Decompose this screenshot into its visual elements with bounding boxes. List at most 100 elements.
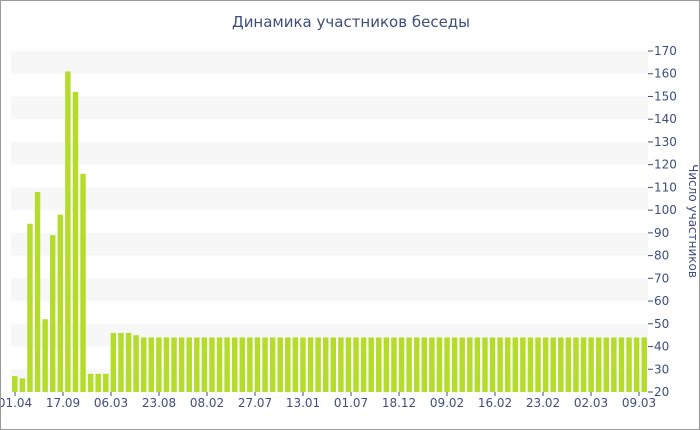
x-tick-label: 16.02: [478, 396, 512, 410]
bar: [27, 223, 33, 392]
grid-band: [11, 96, 648, 120]
y-tick-label: 120: [654, 158, 677, 172]
grid-band: [11, 232, 648, 256]
bar: [618, 337, 625, 392]
bar: [467, 337, 473, 392]
bar: [216, 337, 223, 392]
bar: [330, 337, 337, 392]
bar: [573, 337, 579, 392]
grid-bands: [11, 51, 648, 392]
bar: [163, 337, 170, 392]
y-axis: 20 30 40 50 60 70 80 90 100 110 120 130 140 150 160 170: [648, 44, 677, 399]
grid-band: [11, 278, 648, 302]
bar: [110, 332, 117, 392]
bar: [285, 337, 291, 392]
x-tick-label: 01.04: [1, 396, 32, 410]
bar: [247, 337, 253, 392]
y-tick-label: 160: [654, 67, 677, 81]
bar: [436, 337, 443, 392]
bar: [224, 337, 230, 392]
bar: [95, 373, 101, 392]
bar: [497, 337, 503, 392]
bar: [171, 337, 177, 392]
y-tick-label: 70: [654, 271, 669, 285]
grid-band: [11, 141, 648, 165]
y-tick-label: 30: [654, 362, 669, 376]
bar: [527, 337, 534, 392]
bar: [398, 337, 405, 392]
bar: [421, 337, 428, 392]
bar: [209, 337, 215, 392]
bar: [140, 337, 147, 392]
x-tick-label: 17.09: [46, 396, 80, 410]
bar: [72, 91, 79, 393]
bar-series: [12, 71, 647, 393]
bar: [148, 337, 155, 392]
bar: [626, 337, 632, 392]
bar: [307, 337, 314, 392]
bar: [80, 173, 86, 392]
bar: [262, 337, 268, 392]
bar: [300, 337, 306, 392]
bar: [520, 337, 526, 392]
bar: [125, 332, 132, 392]
grid-band: [11, 323, 648, 347]
y-tick-label: 50: [654, 317, 669, 331]
grid-band: [11, 187, 648, 211]
y-tick-label: 40: [654, 340, 669, 354]
bar: [57, 214, 64, 392]
bar: [201, 337, 208, 392]
x-tick-label: 13.01: [286, 396, 320, 410]
bar: [65, 71, 71, 393]
x-axis: 01.04 17.09 06.03 23.08 08.02 27.07 13.01 01.07…: [1, 392, 656, 410]
bar: [474, 337, 481, 392]
bar: [277, 337, 283, 392]
y-tick-label: 60: [654, 294, 669, 308]
bar: [186, 337, 192, 392]
bar: [459, 337, 465, 392]
bar: [376, 337, 382, 392]
bar: [315, 337, 321, 392]
x-tick-label: 09.02: [430, 396, 464, 410]
bar: [406, 337, 412, 392]
bar: [444, 337, 450, 392]
bar: [558, 337, 564, 392]
bar: [133, 335, 139, 392]
y-tick-label: 130: [654, 135, 677, 149]
x-tick-label: 01.07: [334, 396, 368, 410]
grid-band: [11, 369, 648, 392]
bar: [12, 376, 18, 392]
bar: [603, 337, 610, 392]
x-tick-label: 27.07: [238, 396, 272, 410]
bar: [338, 337, 344, 392]
bar: [269, 337, 276, 392]
chart-title: Динамика участников беседы: [231, 13, 471, 31]
bar: [565, 337, 572, 392]
bar: [34, 191, 41, 392]
bar: [49, 235, 56, 392]
bar: [588, 337, 594, 392]
x-tick-label: 06.03: [94, 396, 128, 410]
x-tick-label: 23.02: [526, 396, 560, 410]
bar: [413, 337, 420, 392]
bar: [633, 337, 640, 392]
y-tick-label: 140: [654, 112, 677, 126]
bar: [595, 337, 602, 392]
bar: [641, 337, 647, 392]
x-tick-label: 02.03: [574, 396, 608, 410]
x-tick-label: 09.03: [622, 396, 656, 410]
bar: [429, 337, 435, 392]
y-tick-label: 170: [654, 44, 677, 58]
bar: [512, 337, 519, 392]
grid-band: [11, 51, 648, 74]
bar: [580, 337, 587, 392]
bar: [178, 337, 185, 392]
bar: [194, 337, 200, 392]
bar: [87, 373, 94, 392]
bar: [239, 337, 246, 392]
bar: [19, 378, 26, 392]
bar: [383, 337, 390, 392]
bar: [292, 337, 299, 392]
y-tick-label: 90: [654, 226, 669, 240]
